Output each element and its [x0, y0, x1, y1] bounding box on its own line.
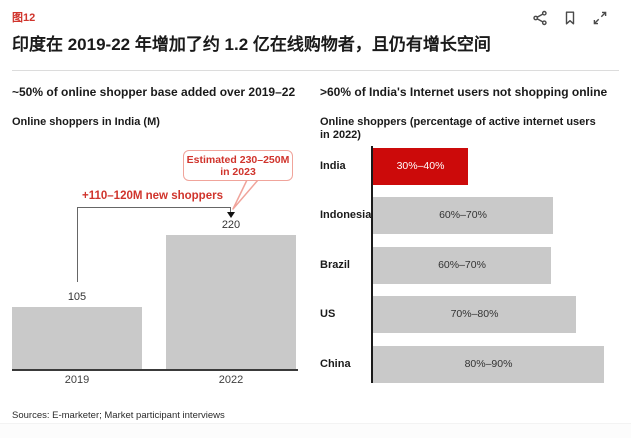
- sources-note: Sources: E-marketer; Market participant …: [12, 410, 225, 421]
- row-label-china: China: [320, 358, 351, 370]
- header-divider: [12, 70, 619, 71]
- y-axis-line: [371, 146, 373, 383]
- callout-tail: [232, 179, 259, 210]
- action-bar: [531, 9, 609, 27]
- growth-bracket: [77, 207, 230, 282]
- bar-india: 30%–40%: [373, 148, 468, 185]
- new-shoppers-annotation: +110–120M new shoppers: [82, 190, 223, 202]
- bar-china: 80%–90%: [373, 346, 604, 383]
- bar-2022: [166, 235, 296, 369]
- x-label-2022: 2022: [218, 374, 244, 386]
- figure-number-tag: 图12: [12, 12, 36, 24]
- bar-value-2019: 105: [67, 291, 87, 303]
- row-label-brazil: Brazil: [320, 259, 350, 271]
- left-chart-subheading: Online shoppers in India (M): [12, 116, 160, 128]
- bar-2019: [12, 307, 142, 369]
- row-label-india: India: [320, 160, 346, 172]
- estimate-callout: Estimated 230–250M in 2023: [183, 150, 293, 181]
- share-icon[interactable]: [531, 9, 549, 27]
- bar-value-2022: 220: [221, 219, 241, 231]
- bar-brazil: 60%–70%: [373, 247, 551, 284]
- bookmark-icon[interactable]: [561, 9, 579, 27]
- row-label-indonesia: Indonesia: [320, 209, 372, 221]
- right-chart-subheading: Online shoppers (percentage of active in…: [320, 116, 596, 141]
- bar-us: 70%–80%: [373, 296, 576, 333]
- callout-line1: Estimated 230–250M: [186, 153, 290, 166]
- page-title: 印度在 2019-22 年增加了约 1.2 亿在线购物者，且仍有增长空间: [12, 35, 491, 54]
- page-bottom-edge: [0, 423, 631, 438]
- row-label-us: US: [320, 308, 336, 320]
- x-label-2019: 2019: [64, 374, 90, 386]
- bracket-arrowhead-icon: [227, 212, 235, 218]
- left-chart-heading: ~50% of online shopper base added over 2…: [12, 85, 296, 99]
- callout-line2: in 2023: [220, 165, 256, 178]
- x-axis-baseline: [12, 369, 298, 371]
- right-chart-heading: >60% of India's Internet users not shopp…: [320, 85, 608, 99]
- bracket-drop-line: [230, 207, 231, 213]
- expand-icon[interactable]: [591, 9, 609, 27]
- bar-indonesia: 60%–70%: [373, 197, 553, 234]
